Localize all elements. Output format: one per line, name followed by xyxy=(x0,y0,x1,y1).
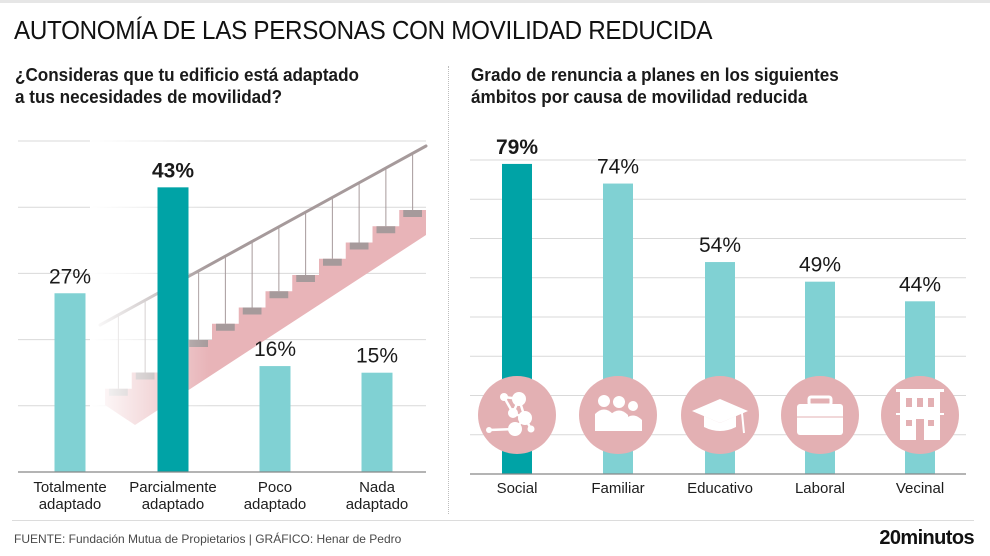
panel-divider xyxy=(448,66,449,514)
data-label: 44% xyxy=(899,273,941,296)
icon-node xyxy=(527,425,535,433)
right-x-axis: Social Familiar Educativo Laboral Vecinal xyxy=(470,473,966,497)
icon-ledge xyxy=(896,413,944,415)
icon-node xyxy=(508,422,522,436)
category-label: adaptado xyxy=(39,496,102,513)
icon-door xyxy=(916,419,924,440)
category-label: Educativo xyxy=(687,480,753,497)
category-label: adaptado xyxy=(346,496,409,513)
category-label: adaptado xyxy=(244,496,307,513)
data-label: 15% xyxy=(356,345,398,368)
icon-node xyxy=(508,408,518,418)
icon-head xyxy=(613,396,625,408)
category-label: Parcialmente xyxy=(129,479,217,496)
icon-roof xyxy=(896,389,944,392)
icon-node xyxy=(486,427,492,433)
icon-case xyxy=(797,404,843,435)
category-label: Poco xyxy=(258,479,292,496)
briefcase-icon xyxy=(781,376,859,454)
icon-head xyxy=(628,401,638,411)
icon-body xyxy=(595,409,613,431)
icon-window xyxy=(917,398,923,407)
category-label: adaptado xyxy=(142,496,205,513)
icon-body xyxy=(610,410,628,431)
icon-node xyxy=(500,393,508,401)
right-category-icons xyxy=(478,376,959,454)
icon-body xyxy=(624,415,642,431)
bar xyxy=(361,372,393,472)
data-label: 49% xyxy=(799,254,841,277)
icon-window xyxy=(928,420,934,426)
data-label: 54% xyxy=(699,234,741,257)
category-label: Totalmente xyxy=(33,479,106,496)
left-chart-title: ¿Consideras que tu edificio está adaptad… xyxy=(15,65,359,107)
data-label: 27% xyxy=(49,265,91,288)
bar xyxy=(259,366,291,472)
icon-node xyxy=(518,411,532,425)
category-label: Vecinal xyxy=(896,480,944,497)
category-label: Nada xyxy=(359,479,396,496)
category-label: Familiar xyxy=(591,480,644,497)
icon-window xyxy=(906,420,912,426)
brand-logo: 20minutos xyxy=(879,527,974,549)
source-credit: FUENTE: Fundación Mutua de Propietarios … xyxy=(14,532,402,546)
data-label: 74% xyxy=(597,156,639,179)
graduation-cap-icon xyxy=(681,376,759,454)
icon-window xyxy=(928,398,934,407)
page-title: AUTONOMÍA DE LAS PERSONAS CON MOVILIDAD … xyxy=(14,15,713,45)
building-icon xyxy=(881,376,959,454)
data-label: 79% xyxy=(496,136,538,159)
category-label: Social xyxy=(497,480,538,497)
bar xyxy=(54,293,86,472)
footer-divider xyxy=(12,520,974,521)
top-border xyxy=(0,0,990,3)
icon-tassel xyxy=(741,412,745,434)
left-bar-chart: 27%43%16% 15% TotalmenteadaptadoParcialme… xyxy=(18,140,430,513)
icon-cap-base xyxy=(704,416,736,431)
social-network-icon xyxy=(478,376,556,454)
icon-window xyxy=(906,398,912,407)
left-x-axis: TotalmenteadaptadoParcialmenteadaptadoPo… xyxy=(18,471,426,513)
bar xyxy=(157,187,189,472)
right-chart-title: Grado de renuncia a planes en los siguie… xyxy=(471,65,839,107)
data-label: 16% xyxy=(254,338,296,361)
data-label: 43% xyxy=(152,159,194,182)
category-label: Laboral xyxy=(795,480,845,497)
right-bar-chart: 79% 74% 54% 49% 44% Social Familiar Educativo L… xyxy=(470,136,966,497)
icon-head xyxy=(598,395,610,407)
family-icon xyxy=(579,376,657,454)
icon-node xyxy=(512,392,526,406)
left-bars: 27% 43% 16% 15% xyxy=(49,159,398,472)
